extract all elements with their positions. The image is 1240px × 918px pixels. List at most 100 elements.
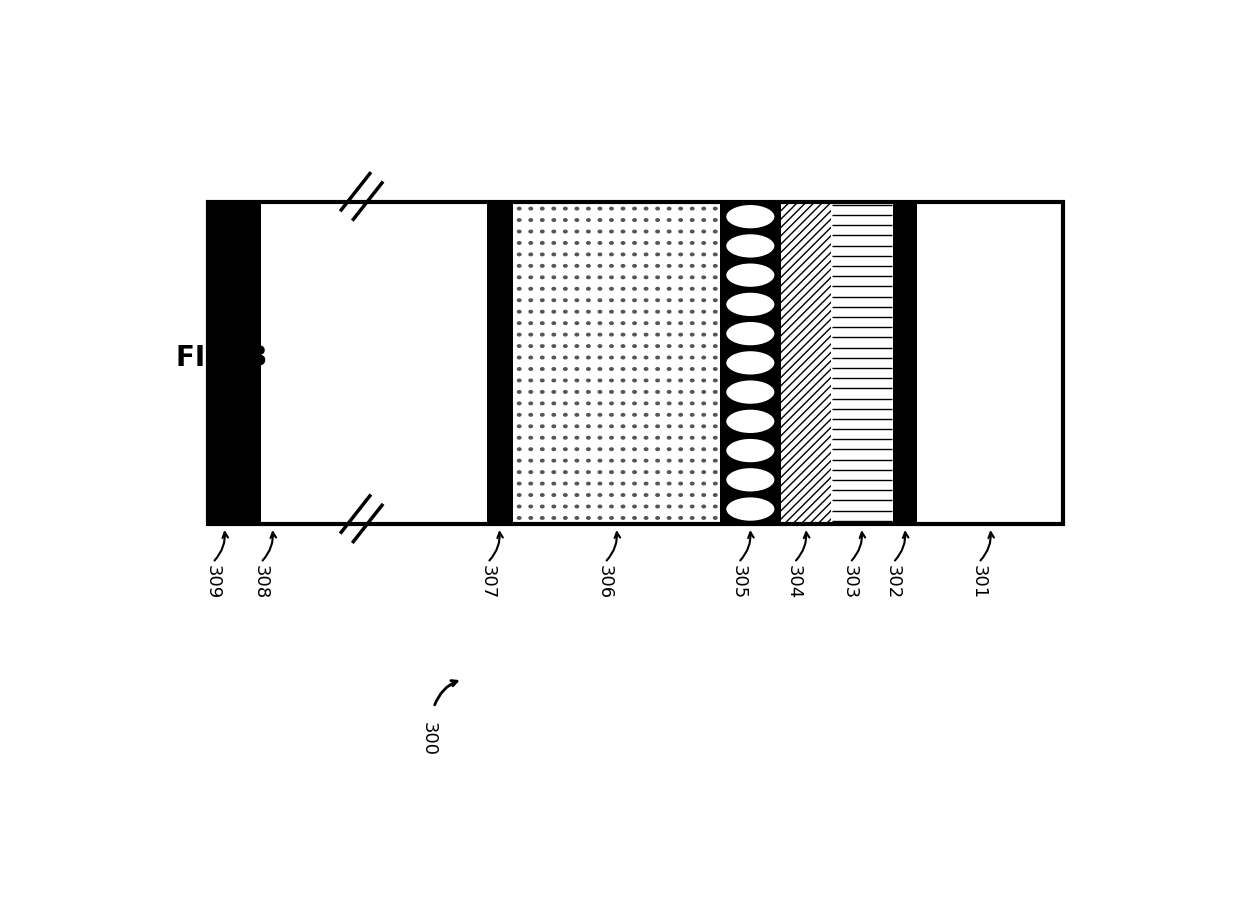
Circle shape <box>656 368 660 370</box>
Circle shape <box>632 505 636 508</box>
Circle shape <box>702 322 706 324</box>
Circle shape <box>587 505 590 508</box>
Bar <box>513 202 720 523</box>
Circle shape <box>517 241 521 244</box>
Circle shape <box>610 333 614 336</box>
Circle shape <box>702 207 706 210</box>
Bar <box>720 202 781 523</box>
Circle shape <box>667 436 671 439</box>
Circle shape <box>575 322 579 324</box>
Circle shape <box>552 264 556 267</box>
Circle shape <box>564 322 567 324</box>
Circle shape <box>691 413 694 416</box>
Circle shape <box>529 276 532 278</box>
Circle shape <box>552 333 556 336</box>
Bar <box>781 202 831 523</box>
Circle shape <box>575 230 579 233</box>
Circle shape <box>517 276 521 278</box>
Circle shape <box>517 333 521 336</box>
Circle shape <box>552 207 556 210</box>
Circle shape <box>713 448 717 451</box>
Circle shape <box>541 448 544 451</box>
Circle shape <box>702 287 706 290</box>
Circle shape <box>587 517 590 520</box>
Circle shape <box>656 482 660 485</box>
Circle shape <box>680 207 682 210</box>
Circle shape <box>702 241 706 244</box>
Circle shape <box>680 310 682 313</box>
Circle shape <box>587 345 590 347</box>
Circle shape <box>645 402 647 405</box>
Circle shape <box>691 379 694 382</box>
Circle shape <box>541 494 544 497</box>
Circle shape <box>713 505 717 508</box>
Circle shape <box>621 264 625 267</box>
Circle shape <box>632 230 636 233</box>
Circle shape <box>645 517 647 520</box>
Circle shape <box>713 482 717 485</box>
Circle shape <box>598 459 601 462</box>
Circle shape <box>645 494 647 497</box>
Circle shape <box>529 299 532 301</box>
Circle shape <box>610 436 614 439</box>
Circle shape <box>656 345 660 347</box>
Circle shape <box>541 379 544 382</box>
Circle shape <box>702 379 706 382</box>
Circle shape <box>632 253 636 256</box>
Circle shape <box>575 333 579 336</box>
Ellipse shape <box>724 437 776 465</box>
Circle shape <box>564 207 567 210</box>
Circle shape <box>702 345 706 347</box>
Circle shape <box>552 368 556 370</box>
Circle shape <box>667 368 671 370</box>
Ellipse shape <box>724 408 776 435</box>
Circle shape <box>632 368 636 370</box>
Circle shape <box>667 230 671 233</box>
Circle shape <box>575 425 579 428</box>
Circle shape <box>621 425 625 428</box>
Circle shape <box>598 436 601 439</box>
Circle shape <box>552 413 556 416</box>
Circle shape <box>541 241 544 244</box>
Circle shape <box>713 264 717 267</box>
Circle shape <box>517 425 521 428</box>
Circle shape <box>680 425 682 428</box>
Circle shape <box>575 207 579 210</box>
Circle shape <box>656 287 660 290</box>
Circle shape <box>667 379 671 382</box>
Circle shape <box>713 287 717 290</box>
Circle shape <box>667 207 671 210</box>
Circle shape <box>552 391 556 393</box>
Circle shape <box>552 517 556 520</box>
Circle shape <box>587 413 590 416</box>
Circle shape <box>632 345 636 347</box>
Circle shape <box>575 494 579 497</box>
Circle shape <box>713 459 717 462</box>
Circle shape <box>541 276 544 278</box>
Circle shape <box>680 356 682 359</box>
Circle shape <box>529 413 532 416</box>
Circle shape <box>713 517 717 520</box>
Circle shape <box>632 333 636 336</box>
Circle shape <box>552 494 556 497</box>
Circle shape <box>713 356 717 359</box>
Circle shape <box>713 310 717 313</box>
Circle shape <box>552 505 556 508</box>
Circle shape <box>575 436 579 439</box>
Circle shape <box>552 436 556 439</box>
Circle shape <box>517 345 521 347</box>
Ellipse shape <box>724 349 776 376</box>
Circle shape <box>529 517 532 520</box>
Circle shape <box>517 448 521 451</box>
Circle shape <box>552 471 556 474</box>
Circle shape <box>587 356 590 359</box>
Circle shape <box>564 482 567 485</box>
Circle shape <box>680 241 682 244</box>
Circle shape <box>656 402 660 405</box>
Circle shape <box>691 505 694 508</box>
Circle shape <box>610 448 614 451</box>
Circle shape <box>517 402 521 405</box>
Circle shape <box>691 402 694 405</box>
Circle shape <box>691 310 694 313</box>
Circle shape <box>575 471 579 474</box>
